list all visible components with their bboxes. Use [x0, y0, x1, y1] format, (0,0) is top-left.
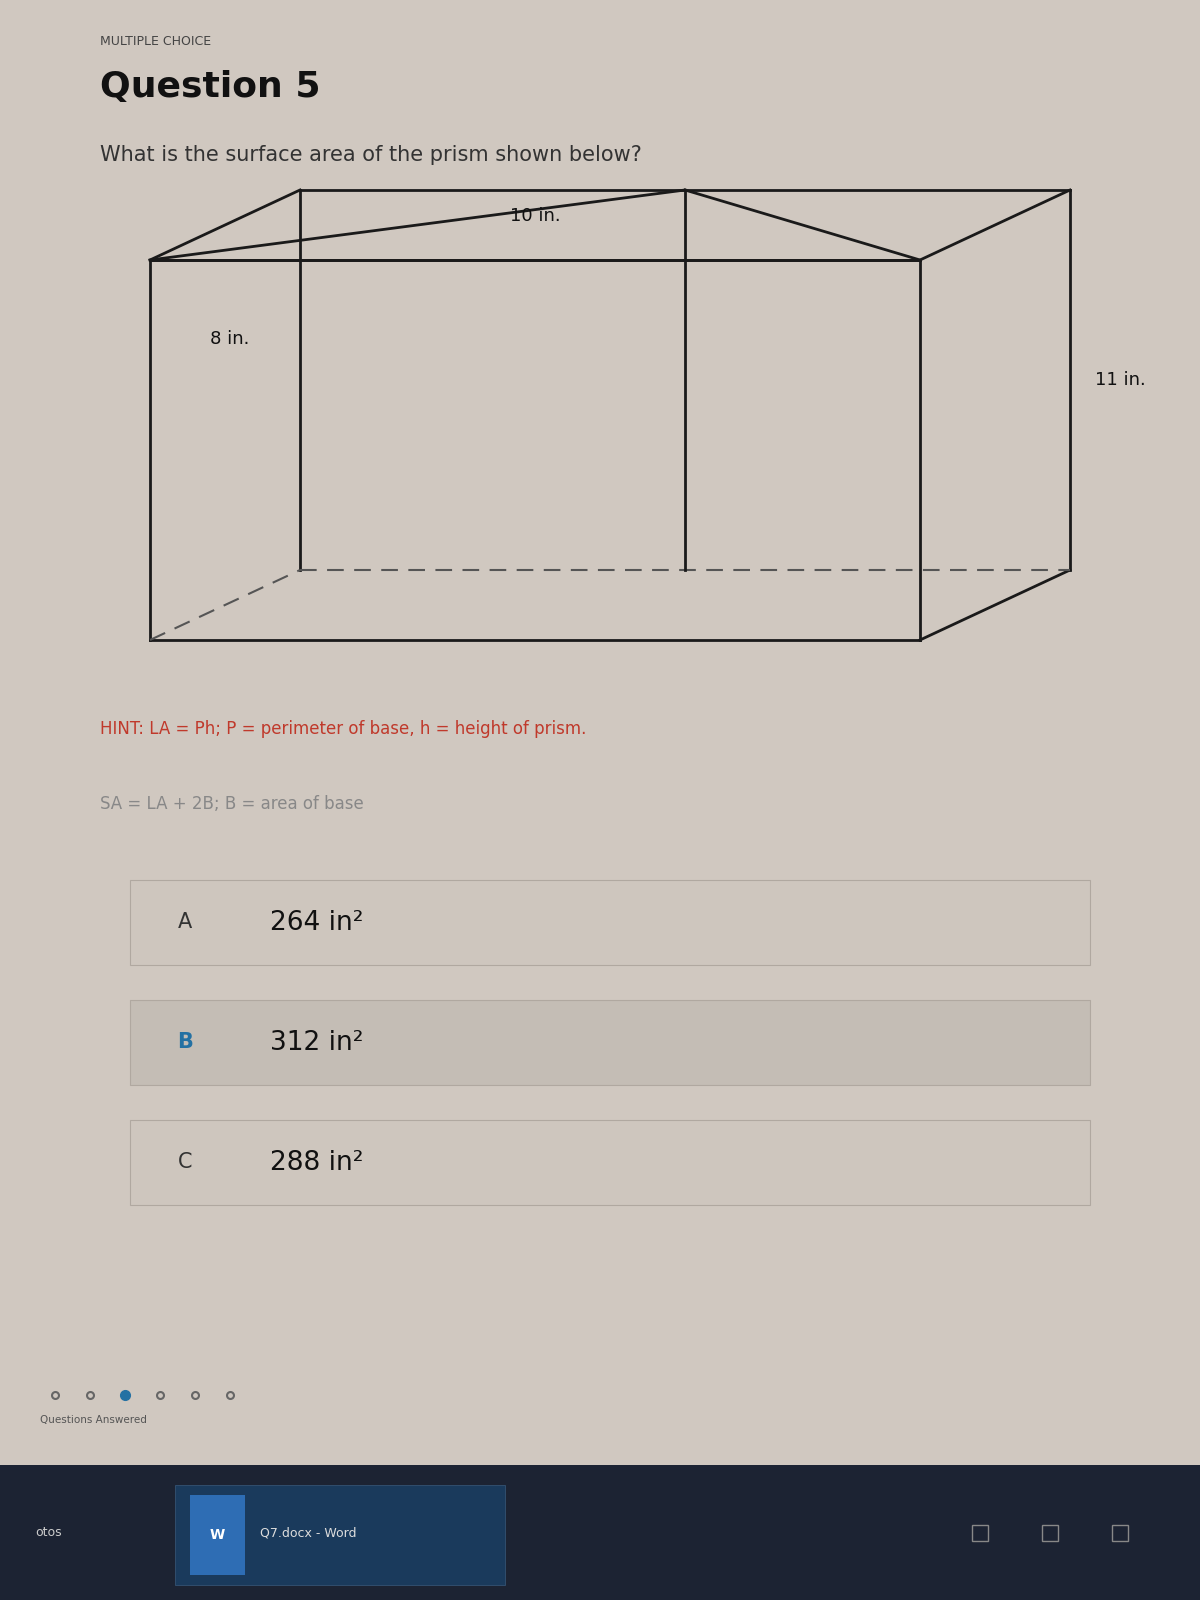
- FancyBboxPatch shape: [0, 1466, 1200, 1600]
- Text: otos: otos: [35, 1526, 61, 1539]
- FancyBboxPatch shape: [190, 1494, 245, 1574]
- Text: W: W: [209, 1528, 224, 1542]
- Text: 288 in²: 288 in²: [270, 1149, 364, 1176]
- FancyBboxPatch shape: [130, 880, 1090, 965]
- FancyBboxPatch shape: [130, 1000, 1090, 1085]
- Text: 10 in.: 10 in.: [510, 206, 560, 226]
- Text: HINT: LA = Ph; P = perimeter of base, h = height of prism.: HINT: LA = Ph; P = perimeter of base, h …: [100, 720, 587, 738]
- Text: B: B: [178, 1032, 193, 1053]
- Text: Q7.docx - Word: Q7.docx - Word: [260, 1526, 356, 1539]
- Text: SA = LA + 2B; B = area of base: SA = LA + 2B; B = area of base: [100, 795, 364, 813]
- Text: Question 5: Question 5: [100, 70, 320, 104]
- FancyBboxPatch shape: [175, 1485, 505, 1586]
- Text: 8 in.: 8 in.: [210, 330, 250, 349]
- Text: 312 in²: 312 in²: [270, 1029, 364, 1056]
- Text: What is the surface area of the prism shown below?: What is the surface area of the prism sh…: [100, 146, 642, 165]
- Text: MULTIPLE CHOICE: MULTIPLE CHOICE: [100, 35, 211, 48]
- Text: C: C: [178, 1152, 192, 1173]
- Text: 264 in²: 264 in²: [270, 909, 364, 936]
- FancyBboxPatch shape: [0, 0, 1200, 1466]
- Text: Questions Answered: Questions Answered: [40, 1414, 146, 1426]
- Text: 11 in.: 11 in.: [1096, 371, 1146, 389]
- Text: A: A: [178, 912, 192, 933]
- FancyBboxPatch shape: [130, 1120, 1090, 1205]
